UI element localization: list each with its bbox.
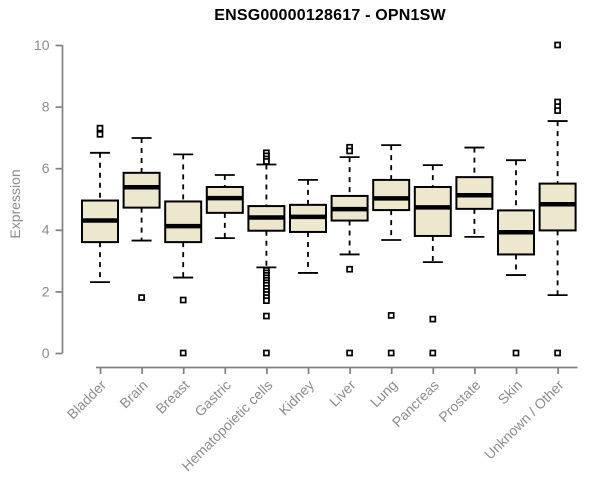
outlier-point — [429, 315, 437, 323]
iqr-box — [455, 176, 494, 210]
outlier-point — [387, 349, 395, 357]
box-group-kidney — [289, 179, 327, 274]
box-group-gastric — [205, 174, 244, 240]
y-tick-label: 6 — [42, 160, 50, 176]
outlier-point — [96, 124, 104, 132]
outlier-point — [179, 349, 187, 357]
x-tick-label: Unknown / Other — [481, 377, 567, 463]
x-tick-label: Bladder — [64, 377, 110, 423]
outlier-point — [263, 312, 270, 320]
y-tick-label: 8 — [42, 99, 50, 115]
outlier-point — [554, 41, 561, 49]
outlier-point — [138, 294, 145, 301]
outlier-point — [96, 130, 104, 138]
y-tick-label: 4 — [42, 222, 50, 238]
box-group-breast — [164, 153, 203, 357]
outlier-point — [263, 297, 270, 304]
x-tick-label: Skin — [495, 377, 526, 408]
y-tick-label: 0 — [42, 345, 50, 361]
x-tick-label: Kidney — [276, 377, 318, 419]
iqr-box — [538, 182, 577, 232]
box-group-skin — [497, 159, 535, 357]
x-tick-label: Prostate — [435, 377, 483, 425]
iqr-box — [122, 171, 161, 209]
outlier-point — [263, 158, 270, 165]
iqr-box — [372, 178, 411, 212]
x-tick-label: Breast — [152, 377, 192, 417]
x-tick-label: Liver — [326, 377, 359, 410]
outlier-point — [346, 265, 353, 273]
x-tick-label: Lung — [367, 377, 400, 410]
iqr-box — [164, 200, 203, 244]
box-group-pancreas — [413, 164, 452, 357]
outlier-point — [554, 349, 561, 357]
outlier-point — [346, 147, 353, 155]
box-group-bladder — [81, 124, 119, 284]
outlier-point — [387, 312, 395, 319]
y-tick-label: 2 — [42, 283, 50, 299]
outlier-point — [429, 349, 437, 357]
box-group-hematopoietic-cells — [247, 149, 286, 357]
outlier-point — [346, 349, 353, 357]
box-group-prostate — [455, 146, 494, 238]
iqr-box — [413, 185, 452, 237]
y-tick-label: 10 — [34, 37, 50, 53]
box-group-lung — [372, 144, 411, 357]
outlier-point — [263, 349, 270, 357]
x-tick-label: Brain — [116, 377, 150, 411]
box-group-liver — [330, 143, 369, 357]
outlier-point — [512, 349, 520, 357]
chart-title: ENSG00000128617 - OPN1SW — [214, 7, 446, 24]
box-group-brain — [122, 137, 161, 301]
box-group-unknown-other — [538, 41, 577, 357]
outlier-point — [179, 296, 187, 304]
outlier-point — [554, 107, 561, 114]
